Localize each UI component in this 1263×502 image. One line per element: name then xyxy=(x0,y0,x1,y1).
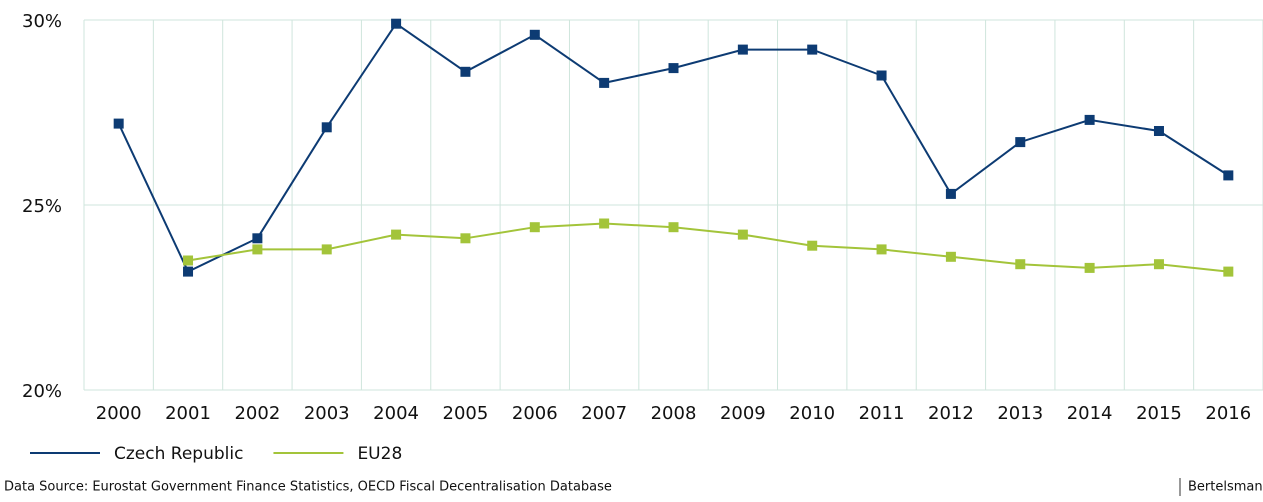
x-tick-label: 2005 xyxy=(443,403,489,424)
point xyxy=(945,251,956,262)
y-tick-label: 25% xyxy=(22,196,62,217)
point xyxy=(1153,259,1164,270)
x-tick-label: 2014 xyxy=(1067,403,1113,424)
point xyxy=(460,233,471,244)
brand: Bertelsmann xyxy=(1188,480,1263,495)
source: Data Source: Eurostat Government Finance… xyxy=(4,480,612,495)
x-tick-label: 2013 xyxy=(997,403,1043,424)
point xyxy=(1015,137,1026,148)
x-tick-label: 2004 xyxy=(373,403,419,424)
point xyxy=(460,66,471,77)
x-tick-label: 2012 xyxy=(928,403,974,424)
point xyxy=(1223,170,1234,181)
point xyxy=(321,122,332,133)
point xyxy=(599,218,610,229)
y-tick-label: 20% xyxy=(22,381,62,402)
point xyxy=(391,18,402,29)
point xyxy=(1153,126,1164,136)
y-tick-label: 30% xyxy=(22,11,62,32)
point xyxy=(668,63,679,74)
series-line xyxy=(117,22,1229,273)
x-tick-label: 2001 xyxy=(165,403,211,424)
series-line xyxy=(187,222,1229,273)
point xyxy=(183,255,194,266)
point xyxy=(1084,114,1095,125)
point xyxy=(876,70,887,81)
x-tick-label: 2007 xyxy=(581,403,627,424)
point xyxy=(529,29,540,40)
point xyxy=(737,229,748,240)
x-tick-label: 2003 xyxy=(304,403,350,424)
x-tick-label: 2016 xyxy=(1205,403,1251,424)
point xyxy=(529,222,540,233)
point xyxy=(876,244,887,255)
point xyxy=(321,244,332,255)
point xyxy=(668,222,679,233)
point xyxy=(1084,262,1095,273)
point xyxy=(807,240,818,251)
point xyxy=(945,188,956,199)
point xyxy=(391,229,402,240)
legend-label: EU28 xyxy=(357,444,402,464)
point xyxy=(252,233,263,244)
x-tick-label: 2000 xyxy=(96,403,142,424)
point xyxy=(599,77,610,88)
x-tick-label: 2002 xyxy=(234,403,280,424)
point xyxy=(183,266,194,277)
point xyxy=(807,44,818,55)
x-tick-label: 2008 xyxy=(651,403,697,424)
legend-label: Czech Republic xyxy=(114,444,243,464)
x-tick-label: 2015 xyxy=(1136,403,1182,424)
x-tick-label: 2006 xyxy=(512,403,558,424)
x-tick-label: 2011 xyxy=(859,403,905,424)
point xyxy=(1223,266,1234,277)
point xyxy=(737,44,748,55)
point xyxy=(1015,259,1026,270)
point xyxy=(113,118,124,129)
point xyxy=(252,244,263,255)
x-tick-label: 2009 xyxy=(720,403,766,424)
x-tick-label: 2010 xyxy=(789,403,835,424)
